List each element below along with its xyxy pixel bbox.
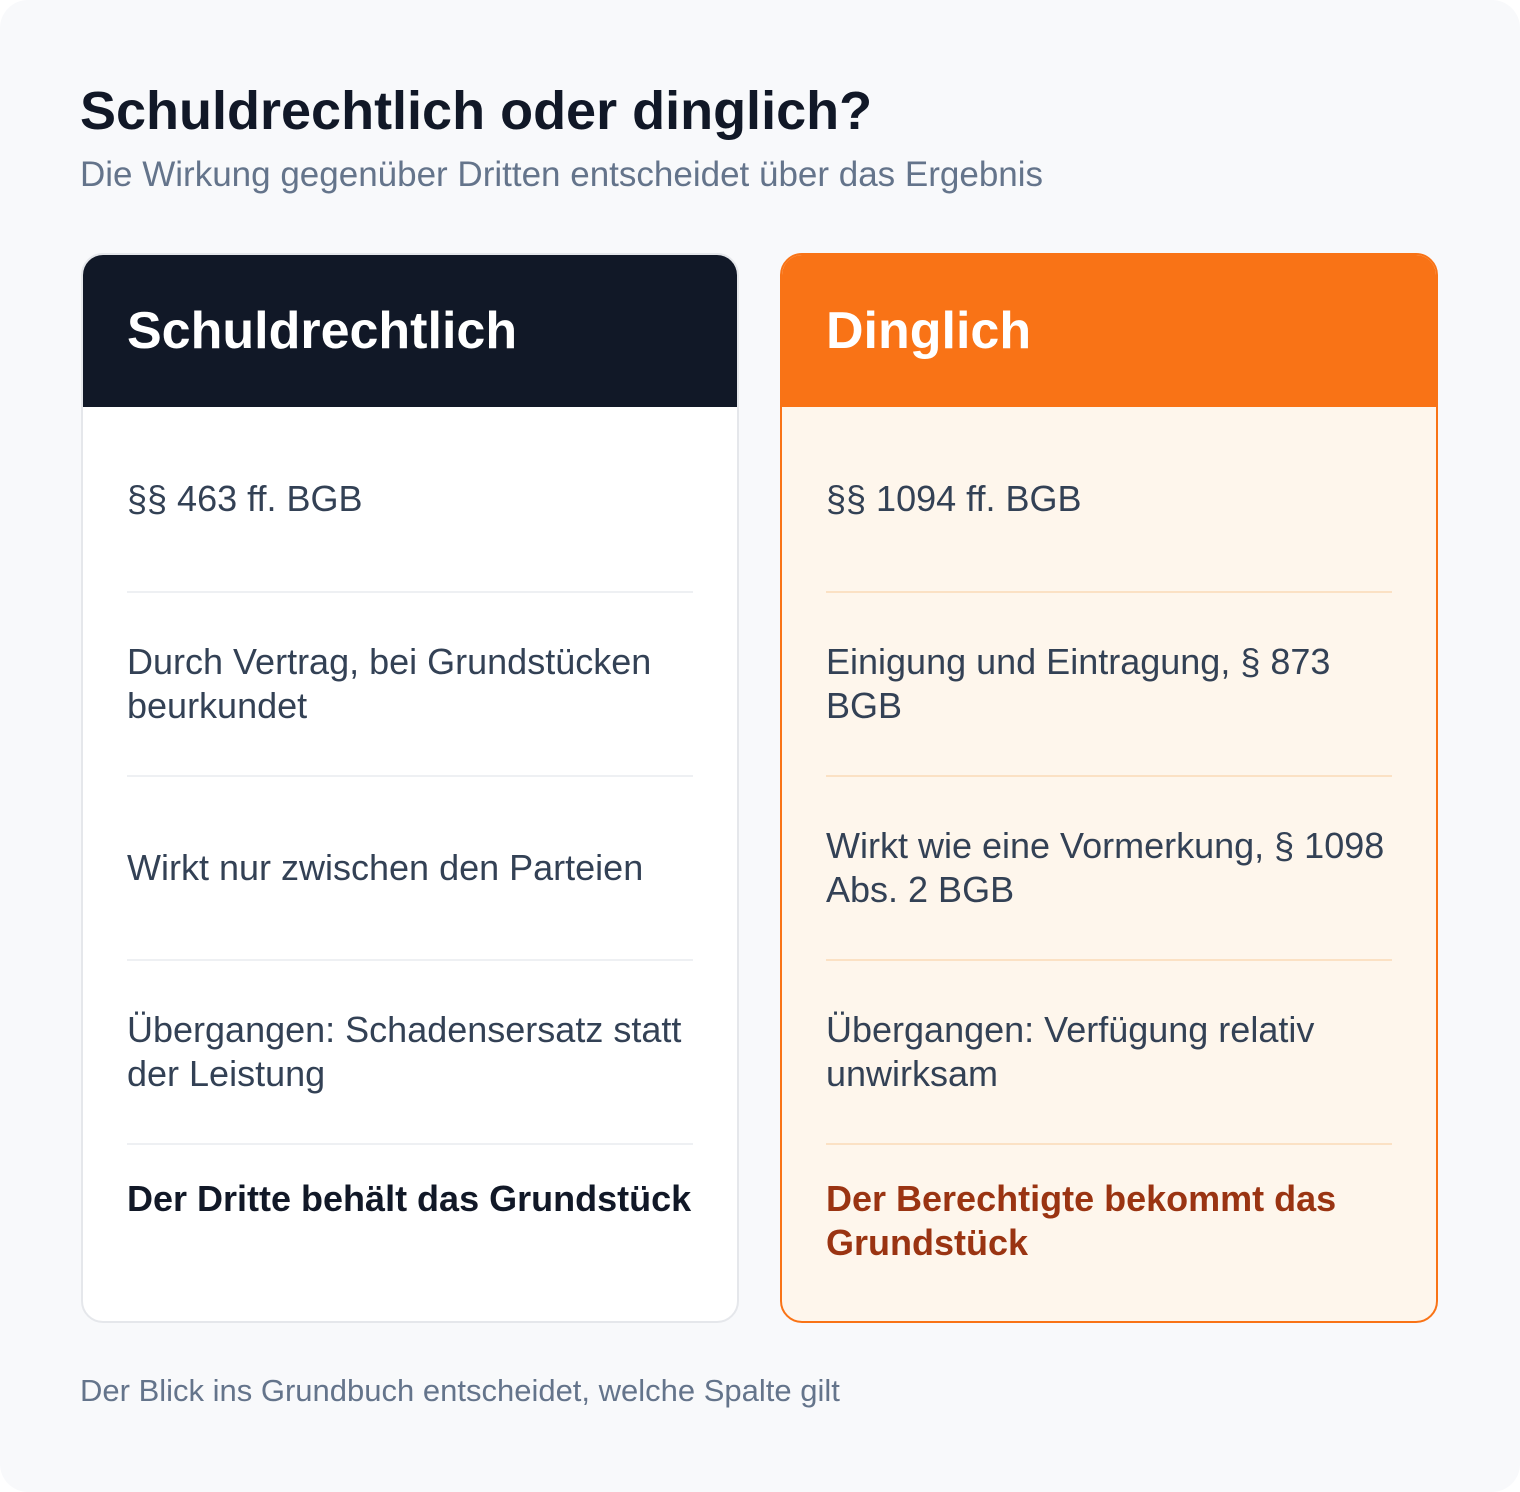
row-legal-basis: §§ 1094 ff. BGB bbox=[826, 478, 1082, 519]
row-verdict: Der Dritte behält das Grundstück bbox=[127, 1143, 693, 1307]
card-rows-schuldrechtlich: §§ 463 ff. BGB Durch Vertrag, bei Grunds… bbox=[83, 407, 737, 1307]
card-header-dinglich: Dinglich bbox=[782, 255, 1436, 407]
page-subtitle: Die Wirkung gegenüber Dritten entscheide… bbox=[80, 155, 1044, 194]
card-header-schuldrechtlich: Schuldrechtlich bbox=[83, 255, 737, 407]
row-effect: Wirkt nur zwischen den Parteien bbox=[127, 775, 693, 959]
footer-note: Der Blick ins Grundbuch entscheidet, wel… bbox=[80, 1373, 840, 1408]
row-consequence: Übergangen: Verfügung relativ unwirksam bbox=[826, 959, 1392, 1143]
row-formation: Einigung und Eintragung, § 873 BGB bbox=[826, 591, 1392, 775]
row-consequence: Übergangen: Schadensersatz statt der Lei… bbox=[127, 959, 693, 1143]
card-dinglich: Dinglich §§ 1094 ff. BGB Einigung und Ei… bbox=[780, 253, 1438, 1323]
row-verdict: Der Berechtigte bekommt das Grundstück bbox=[826, 1143, 1392, 1307]
page-title: Schuldrechtlich oder dinglich? bbox=[80, 81, 873, 141]
row-effect: Wirkt wie eine Vormerkung, § 1098 Abs. 2… bbox=[826, 775, 1392, 959]
row-formation: Durch Vertrag, bei Grundstücken beurkund… bbox=[127, 591, 693, 775]
card-schuldrechtlich: Schuldrechtlich §§ 463 ff. BGB Durch Ver… bbox=[81, 253, 739, 1323]
row-legal-basis: §§ 463 ff. BGB bbox=[127, 478, 363, 519]
card-rows-dinglich: §§ 1094 ff. BGB Einigung und Eintragung,… bbox=[782, 407, 1436, 1307]
